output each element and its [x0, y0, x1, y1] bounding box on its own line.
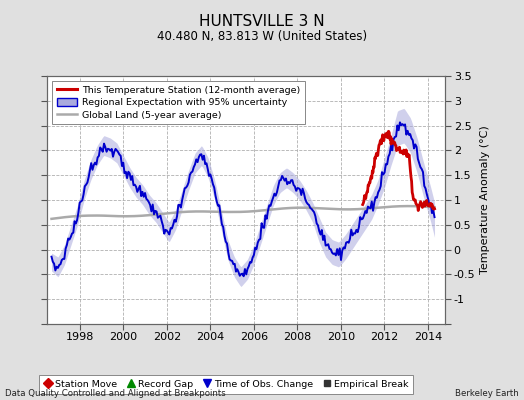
- Text: 40.480 N, 83.813 W (United States): 40.480 N, 83.813 W (United States): [157, 30, 367, 43]
- Legend: Station Move, Record Gap, Time of Obs. Change, Empirical Break: Station Move, Record Gap, Time of Obs. C…: [39, 375, 413, 394]
- Y-axis label: Temperature Anomaly (°C): Temperature Anomaly (°C): [479, 126, 489, 274]
- Text: Berkeley Earth: Berkeley Earth: [455, 389, 519, 398]
- Text: HUNTSVILLE 3 N: HUNTSVILLE 3 N: [199, 14, 325, 29]
- Text: Data Quality Controlled and Aligned at Breakpoints: Data Quality Controlled and Aligned at B…: [5, 389, 226, 398]
